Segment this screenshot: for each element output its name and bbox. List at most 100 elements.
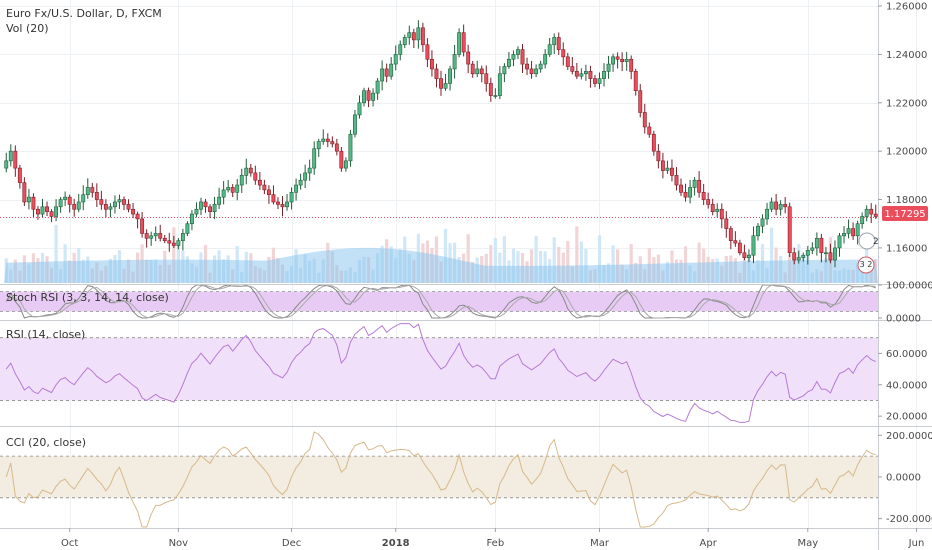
candle-body	[54, 206, 59, 217]
rsi-pane	[0, 323, 878, 423]
candle-body	[570, 66, 575, 72]
candle-body	[810, 247, 815, 251]
candle-body	[864, 208, 869, 217]
event-marker-bottom[interactable]: 3 2	[857, 256, 875, 274]
candle-body	[855, 223, 860, 237]
volume-bar	[611, 245, 615, 283]
cci-pane	[0, 431, 878, 528]
candle-body	[692, 179, 697, 188]
volume-bar	[579, 241, 583, 283]
candle-body	[85, 187, 90, 196]
candle-body	[697, 179, 702, 193]
candle-body	[724, 218, 729, 229]
volume-bar	[54, 224, 58, 283]
candle-body	[217, 196, 222, 205]
candle-body	[805, 250, 810, 256]
candle-body	[253, 172, 258, 181]
candle-body	[556, 37, 561, 50]
candle-body	[58, 199, 63, 208]
candle-body	[742, 252, 747, 258]
candle-body	[751, 235, 756, 256]
candle-body	[262, 184, 267, 191]
candle-body	[737, 242, 742, 254]
candle-body	[203, 201, 208, 208]
candle-body	[144, 233, 149, 239]
candle-body	[325, 138, 330, 142]
time-tick-label: Mar	[590, 538, 610, 549]
candle-body	[674, 175, 679, 186]
candle-body	[140, 218, 145, 234]
candle-body	[17, 167, 22, 183]
candle-body	[448, 68, 452, 84]
candle-body	[547, 44, 552, 55]
candle-body	[606, 63, 611, 72]
candle-body	[783, 204, 788, 208]
stoch-tick-label: 100.0000	[886, 281, 932, 292]
candle-body	[728, 228, 733, 241]
event-icon	[858, 232, 876, 250]
candle-body	[611, 56, 616, 65]
candle-body	[90, 187, 95, 193]
candle-body	[176, 240, 181, 246]
price-tick-label: 1.22000	[886, 98, 927, 109]
rsi-line	[5, 323, 876, 423]
candle-body	[339, 150, 344, 169]
candle-body	[371, 92, 376, 101]
candle-body	[837, 235, 842, 249]
volume-bar	[172, 227, 176, 283]
candle-body	[334, 143, 339, 152]
candle-body	[629, 58, 634, 72]
candle-body	[357, 102, 362, 116]
time-tick-label: Nov	[169, 538, 189, 549]
candle-body	[366, 90, 371, 101]
candle-body	[851, 228, 856, 237]
main-title: Euro Fx/U.S. Dollar, D, FXCM	[6, 7, 162, 20]
candle-body	[439, 78, 443, 89]
price-tick-label: 1.24000	[886, 50, 927, 61]
candle-body	[108, 206, 113, 210]
candle-body	[4, 160, 9, 169]
rsi-band	[0, 337, 878, 401]
candle-body	[706, 199, 711, 205]
volume-bar	[566, 241, 570, 283]
stoch-rsi-pane	[0, 284, 878, 319]
candle-body	[407, 32, 412, 38]
candle-body	[719, 208, 724, 220]
candle-body	[660, 160, 665, 171]
stoch-tick-label: 0.0000	[886, 314, 921, 325]
candle-body	[384, 68, 389, 77]
event-marker-top[interactable]: 2	[858, 232, 879, 250]
cci-title: CCI (20, close)	[6, 436, 86, 449]
candle-body	[312, 148, 317, 169]
volume-bar	[511, 248, 516, 283]
candle-body	[860, 216, 865, 225]
candle-body	[833, 247, 837, 261]
candle-body	[389, 63, 394, 77]
candle-body	[99, 199, 104, 205]
candle-body	[212, 204, 217, 212]
candle-body	[348, 133, 353, 162]
candle-body	[624, 58, 629, 62]
candle-body	[411, 32, 416, 41]
candle-body	[647, 126, 652, 135]
volume-bar	[502, 236, 506, 283]
time-tick-label: Dec	[282, 538, 301, 549]
stoch-title: Stoch RSI (3, 3, 14, 14, close)	[6, 291, 169, 304]
candle-body	[343, 160, 348, 169]
candle-body	[819, 237, 824, 254]
candle-body	[122, 199, 126, 205]
price-tick-label: 1.16000	[886, 243, 927, 254]
candle-body	[502, 66, 507, 75]
event-count: 2	[873, 237, 879, 247]
price-tick-label: 1.18000	[886, 195, 927, 206]
volume-label: Vol (20)	[6, 22, 49, 35]
candle-body	[457, 32, 462, 55]
candle-body	[380, 68, 385, 82]
candle-body	[185, 223, 190, 234]
candle-body	[63, 196, 68, 200]
volume-bar	[597, 235, 602, 283]
candle-body	[620, 58, 625, 62]
candle-body	[525, 63, 529, 70]
candle-body	[375, 80, 380, 94]
cci-band	[0, 456, 878, 498]
